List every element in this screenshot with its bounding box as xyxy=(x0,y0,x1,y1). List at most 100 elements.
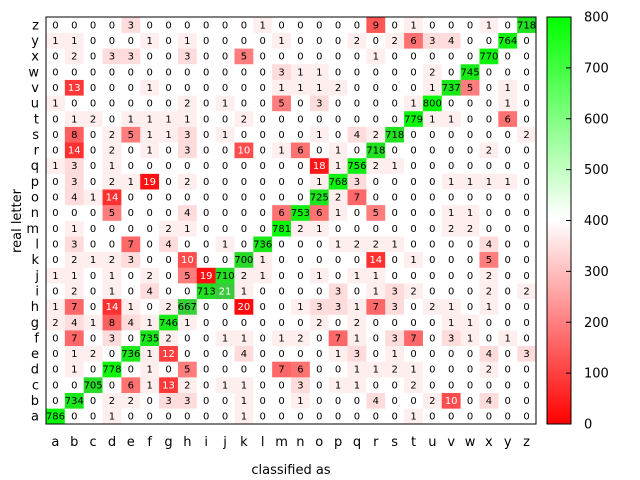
heatmap-cell xyxy=(121,95,141,112)
cell-value-label: 1 xyxy=(354,365,360,376)
heatmap-cell xyxy=(177,298,198,315)
heatmap-cell xyxy=(177,236,198,253)
heatmap-cell xyxy=(366,267,386,284)
heatmap-cell xyxy=(272,392,292,409)
heatmap-cell xyxy=(102,377,122,393)
cell-value-label: 0 xyxy=(429,146,435,157)
cell-value-label: 0 xyxy=(203,412,209,423)
cell-value-label: 0 xyxy=(203,349,209,360)
heatmap-cell xyxy=(422,314,443,331)
heatmap-cell xyxy=(498,189,518,206)
heatmap-cell xyxy=(385,79,405,96)
cell-value-label: 0 xyxy=(90,412,96,423)
heatmap-cell xyxy=(291,220,311,237)
heatmap-cell xyxy=(479,220,499,237)
cell-value-label: 0 xyxy=(429,380,435,391)
heatmap-cell xyxy=(366,361,386,378)
heatmap-cell xyxy=(253,189,273,206)
heatmap-cell xyxy=(253,32,273,49)
cell-value-label: 1 xyxy=(391,239,397,250)
colorbar-tick-label: 0 xyxy=(584,418,592,433)
cell-value-label: 2 xyxy=(354,239,360,250)
heatmap-cell xyxy=(177,79,198,96)
cell-value-label: 7 xyxy=(71,333,77,344)
cell-value-label: 4 xyxy=(486,396,492,407)
cell-value-label: 0 xyxy=(260,67,266,78)
cell-value-label: 0 xyxy=(222,161,228,172)
cell-value-label: 1 xyxy=(146,380,152,391)
heatmap-cell xyxy=(460,408,480,425)
cell-value-label: 0 xyxy=(448,349,454,360)
cell-value-label: 0 xyxy=(391,193,397,204)
heatmap-cell xyxy=(159,126,179,143)
cell-value-label: 0 xyxy=(467,193,473,204)
heatmap-cell xyxy=(366,189,386,206)
heatmap-cell xyxy=(291,408,311,425)
heatmap-cell xyxy=(234,173,254,190)
heatmap-cell xyxy=(46,392,66,409)
cell-value-label: 1 xyxy=(241,412,247,423)
cell-value-label: 0 xyxy=(448,380,454,391)
cell-value-label: 0 xyxy=(505,396,511,407)
heatmap-cell xyxy=(517,110,537,127)
cell-value-label: 7 xyxy=(354,193,360,204)
heatmap-cell xyxy=(272,110,292,127)
heatmap-cell xyxy=(404,126,424,143)
cell-value-label: 4 xyxy=(165,239,171,250)
cell-value-label: 1 xyxy=(297,67,303,78)
cell-value-label: 0 xyxy=(278,286,284,297)
heatmap-cell xyxy=(441,142,461,159)
heatmap-cell xyxy=(253,142,273,159)
heatmap-cell xyxy=(253,330,273,347)
heatmap-cell xyxy=(64,345,84,362)
heatmap-cell xyxy=(177,220,198,237)
cell-value-label: 0 xyxy=(373,177,379,188)
heatmap-cell xyxy=(196,95,216,112)
cell-value-label: 2 xyxy=(184,177,190,188)
heatmap-cell xyxy=(102,189,122,206)
heatmap-cell xyxy=(422,330,443,347)
y-axis-title: real letter xyxy=(10,188,25,253)
heatmap-cell xyxy=(121,314,141,331)
heatmap-cell xyxy=(422,157,443,174)
cell-value-label: 4 xyxy=(486,239,492,250)
cell-value-label: 0 xyxy=(335,396,341,407)
cell-value-label: 4 xyxy=(128,318,134,329)
cell-value-label: 0 xyxy=(467,161,473,172)
heatmap-cell xyxy=(64,361,84,378)
x-tick-label: g xyxy=(164,435,172,450)
heatmap-cell xyxy=(177,408,198,425)
cell-value-label: 0 xyxy=(448,271,454,282)
cell-value-label: 0 xyxy=(109,20,115,31)
cell-value-label: 1 xyxy=(448,318,454,329)
heatmap-cell xyxy=(441,63,461,80)
cell-value-label: 1 xyxy=(241,380,247,391)
heatmap-cell xyxy=(309,17,329,33)
cell-value-label: 1 xyxy=(128,302,134,313)
cell-value-label: 0 xyxy=(71,20,77,31)
cell-value-label: 0 xyxy=(354,224,360,235)
cell-value-label: 0 xyxy=(203,396,209,407)
heatmap-cell xyxy=(272,142,292,159)
heatmap-cell xyxy=(385,17,405,33)
cell-value-label: 1 xyxy=(90,255,96,266)
heatmap-cell xyxy=(159,63,179,80)
cell-value-label: 9 xyxy=(373,20,379,31)
cell-value-label: 0 xyxy=(486,114,492,125)
y-tick-label: w xyxy=(28,65,39,80)
cell-value-label: 0 xyxy=(410,83,416,94)
heatmap-cell xyxy=(140,142,160,159)
heatmap-cell xyxy=(366,283,386,300)
cell-value-label: 3 xyxy=(354,349,360,360)
heatmap-cell xyxy=(309,283,329,300)
cell-value-label: 0 xyxy=(391,146,397,157)
heatmap-cell xyxy=(159,220,179,237)
cell-value-label: 778 xyxy=(102,365,121,376)
cell-value-label: 3 xyxy=(297,380,303,391)
cell-value-label: 0 xyxy=(429,286,435,297)
heatmap-cell xyxy=(309,408,329,425)
heatmap-cell xyxy=(272,267,292,284)
colorbar-tick-labels: 0 100 200 300 400 500 600 700 800 xyxy=(566,11,609,433)
cell-value-label: 2 xyxy=(71,286,77,297)
cell-value-label: 0 xyxy=(486,380,492,391)
